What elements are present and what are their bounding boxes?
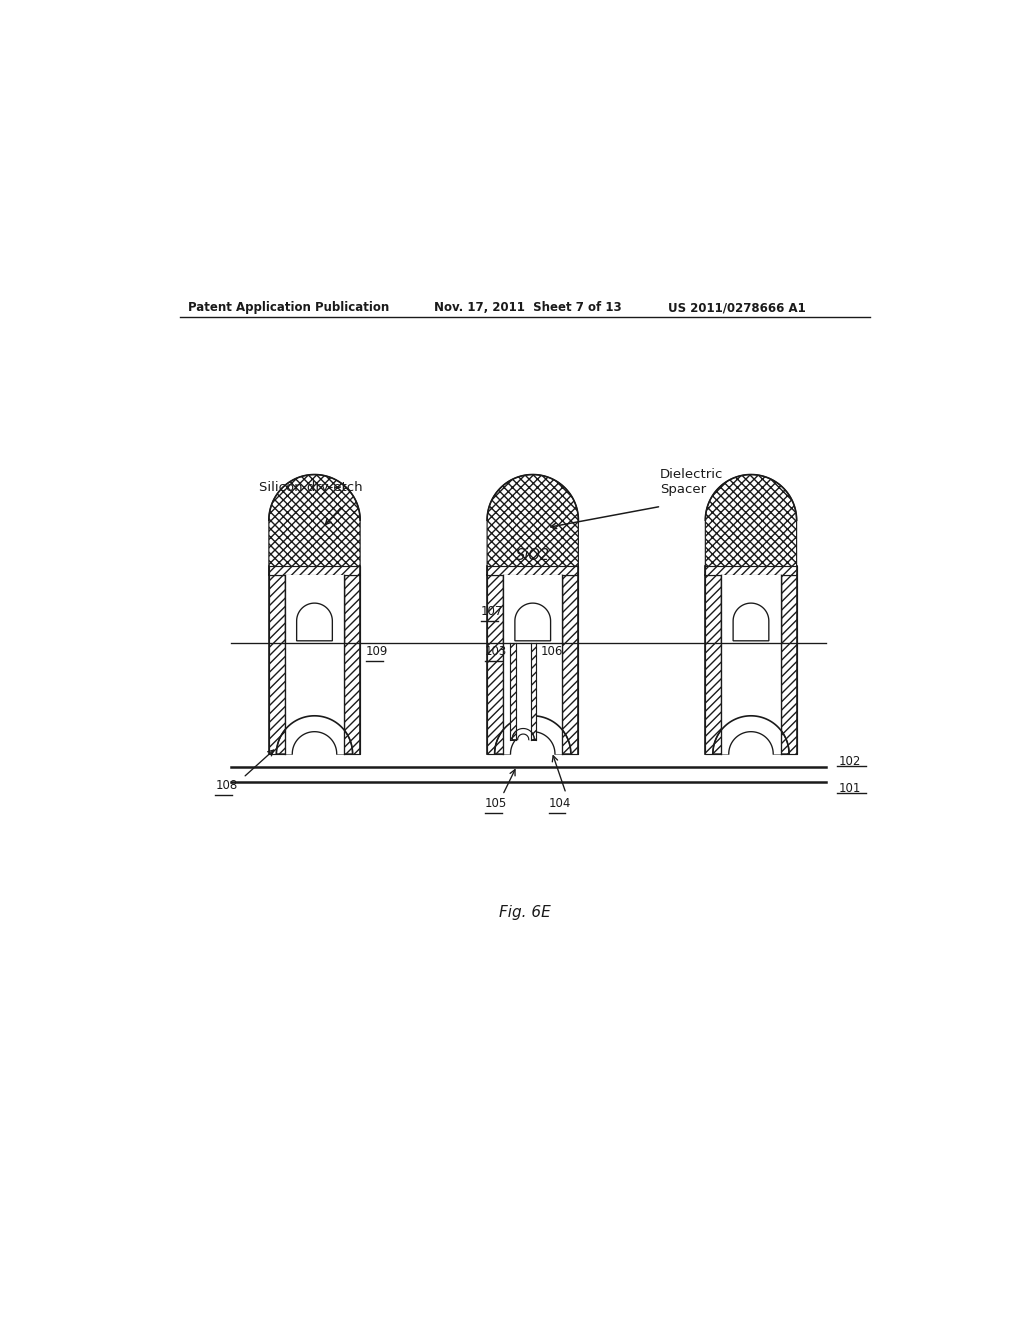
- Text: 107: 107: [481, 605, 504, 618]
- Text: Fig. 6E: Fig. 6E: [499, 906, 551, 920]
- Polygon shape: [721, 731, 780, 754]
- Text: US 2011/0278666 A1: US 2011/0278666 A1: [668, 301, 806, 314]
- Polygon shape: [706, 576, 721, 754]
- Bar: [503, 576, 562, 643]
- Text: 101: 101: [839, 781, 860, 795]
- Polygon shape: [503, 576, 562, 754]
- Text: Silicon dry-etch: Silicon dry-etch: [259, 480, 362, 494]
- Text: Dielectric
Spacer: Dielectric Spacer: [659, 469, 723, 496]
- Polygon shape: [516, 643, 530, 739]
- Text: 102: 102: [839, 755, 860, 767]
- Polygon shape: [487, 475, 579, 576]
- Text: Nov. 17, 2011  Sheet 7 of 13: Nov. 17, 2011 Sheet 7 of 13: [433, 301, 622, 314]
- Polygon shape: [713, 715, 790, 754]
- Text: 109: 109: [367, 644, 388, 657]
- Polygon shape: [285, 576, 344, 754]
- Polygon shape: [530, 643, 537, 739]
- Bar: [721, 576, 780, 643]
- Polygon shape: [510, 643, 516, 739]
- Polygon shape: [269, 475, 360, 576]
- Polygon shape: [297, 603, 333, 640]
- Polygon shape: [706, 475, 797, 576]
- Polygon shape: [344, 576, 360, 754]
- Polygon shape: [721, 576, 780, 754]
- Polygon shape: [780, 576, 797, 754]
- Text: 105: 105: [485, 796, 507, 809]
- Polygon shape: [503, 731, 562, 754]
- Polygon shape: [515, 603, 551, 640]
- Polygon shape: [487, 576, 503, 754]
- Text: Patent Application Publication: Patent Application Publication: [187, 301, 389, 314]
- Polygon shape: [495, 715, 570, 754]
- Polygon shape: [285, 731, 344, 754]
- Polygon shape: [269, 576, 285, 754]
- Polygon shape: [269, 566, 360, 576]
- Bar: [231, 767, 826, 781]
- Text: SiO2: SiO2: [516, 548, 550, 564]
- Polygon shape: [562, 576, 579, 754]
- Text: 104: 104: [549, 796, 571, 809]
- Text: 106: 106: [541, 644, 563, 657]
- Polygon shape: [512, 729, 535, 739]
- Polygon shape: [733, 603, 769, 640]
- Polygon shape: [516, 734, 530, 739]
- Bar: [285, 576, 344, 643]
- Text: 103: 103: [485, 644, 507, 657]
- Polygon shape: [487, 566, 579, 576]
- Polygon shape: [706, 566, 797, 576]
- Text: 108: 108: [215, 779, 238, 792]
- Polygon shape: [276, 715, 352, 754]
